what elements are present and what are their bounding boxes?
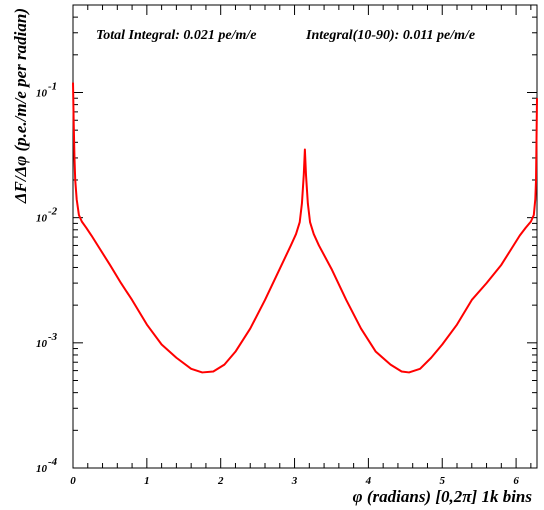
- x-tick-label: 3: [291, 475, 298, 487]
- y-tick-label-exponent: -2: [48, 206, 58, 218]
- plot-frame: [72, 4, 538, 469]
- series-line: [72, 82, 538, 374]
- x-tick-label: 4: [365, 475, 372, 487]
- axis-ticks: [72, 4, 537, 469]
- y-axis-title: ΔF/Δφ (p.e./m/e per radian): [11, 8, 30, 204]
- y-tick-label-base: 10: [36, 213, 48, 225]
- x-tick-labels: 0 1 2 3 4 5 6: [70, 475, 519, 487]
- x-tick-label: 5: [439, 475, 445, 487]
- y-tick-label-base: 10: [36, 87, 48, 99]
- y-tick-label-base: 10: [36, 338, 48, 350]
- annotation-integral-10-90: Integral(10-90): 0.011 pe/m/e: [305, 28, 475, 43]
- x-tick-label: 6: [513, 475, 519, 487]
- x-tick-label: 2: [217, 475, 224, 487]
- annotation-total-integral: Total Integral: 0.021 pe/m/e: [96, 28, 256, 43]
- y-tick-label-base: 10: [36, 463, 48, 475]
- y-tick-label-exponent: -3: [48, 331, 58, 343]
- x-axis-title: φ (radians) [0,2π] 1k bins: [353, 487, 533, 506]
- y-tick-label-exponent: -1: [48, 80, 57, 92]
- x-tick-label: 0: [70, 475, 76, 487]
- y-tick-label-exponent: -4: [48, 456, 58, 468]
- y-tick-labels: 10-410-310-210-1: [36, 80, 58, 475]
- x-tick-label: 1: [144, 475, 150, 487]
